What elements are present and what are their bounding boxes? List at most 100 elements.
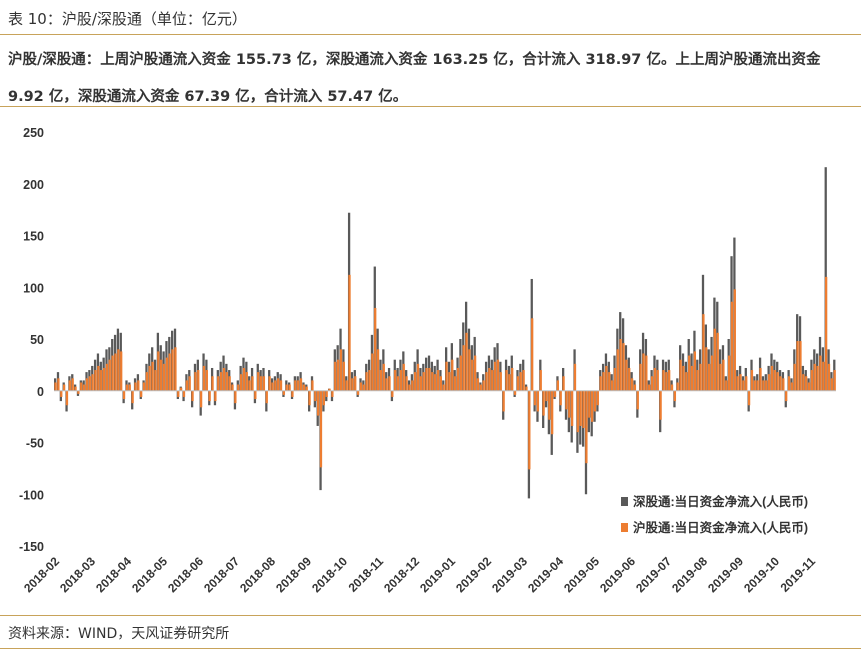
- bar: [639, 363, 642, 391]
- bar: [385, 378, 388, 391]
- bar: [585, 390, 588, 464]
- bar: [237, 384, 240, 391]
- bar: [117, 349, 120, 391]
- bar: [499, 372, 502, 391]
- bar: [756, 380, 759, 391]
- bar: [97, 365, 100, 391]
- bar: [656, 370, 659, 391]
- bar: [496, 359, 500, 391]
- bar: [462, 345, 465, 391]
- bar: [710, 355, 714, 391]
- bar: [85, 378, 89, 391]
- bar: [468, 349, 471, 391]
- bar: [68, 380, 71, 391]
- bar: [334, 361, 337, 391]
- bar: [402, 363, 405, 391]
- y-tick-label: 200: [23, 178, 44, 192]
- y-tick-label: 100: [23, 281, 44, 295]
- bar: [271, 382, 274, 391]
- bar: [425, 367, 428, 391]
- bar: [391, 390, 394, 397]
- x-tick-label: 2018-07: [201, 554, 242, 595]
- bar: [616, 349, 619, 391]
- bar: [747, 390, 751, 406]
- bar: [819, 355, 822, 391]
- bar: [422, 372, 425, 391]
- bar: [533, 390, 537, 406]
- bar: [408, 384, 411, 391]
- bar: [662, 370, 665, 391]
- bar: [827, 363, 831, 391]
- bar: [257, 372, 260, 391]
- bar: [345, 380, 348, 391]
- bar: [74, 386, 77, 391]
- legend: 深股通:当日资金净流入(人民币) 沪股通:当日资金净流入(人民币): [621, 494, 808, 535]
- bar: [759, 367, 762, 391]
- bar: [476, 378, 480, 391]
- bar: [157, 351, 160, 391]
- bar: [485, 372, 488, 391]
- bar: [610, 380, 614, 391]
- bar: [502, 390, 505, 412]
- bar: [265, 390, 268, 404]
- bar: [542, 390, 545, 416]
- bar: [365, 372, 368, 391]
- bar: [297, 380, 300, 391]
- bar: [699, 363, 702, 391]
- bar: [331, 390, 334, 397]
- bar: [419, 376, 423, 391]
- bar: [191, 390, 194, 402]
- series-sh-bars: [54, 274, 836, 470]
- bar: [314, 390, 317, 402]
- bar: [188, 376, 191, 391]
- bar: [685, 372, 688, 391]
- bar: [825, 276, 828, 391]
- bar: [285, 384, 288, 391]
- bar: [145, 372, 149, 391]
- bar: [336, 359, 340, 391]
- bar: [228, 376, 231, 391]
- bar: [556, 380, 560, 391]
- bar: [182, 390, 186, 397]
- bar: [180, 387, 183, 391]
- bar: [94, 370, 97, 391]
- bar: [482, 380, 485, 391]
- bar: [137, 380, 140, 391]
- bar: [214, 390, 217, 402]
- bar: [525, 386, 528, 391]
- bar: [362, 384, 365, 391]
- x-tick-label: 2019-11: [778, 554, 819, 595]
- bar: [342, 361, 345, 391]
- bar: [553, 390, 557, 397]
- y-tick-label: 0: [37, 385, 44, 399]
- footer-rule-bottom: [0, 648, 861, 649]
- y-tick-label: -50: [26, 437, 44, 451]
- bar: [770, 365, 774, 391]
- bar: [262, 376, 266, 391]
- bar: [459, 355, 462, 391]
- bar: [765, 380, 768, 391]
- x-tick-label: 2019-10: [741, 554, 782, 595]
- bar: [522, 370, 525, 391]
- bar: [202, 365, 206, 391]
- bar: [131, 390, 134, 404]
- bar: [325, 390, 328, 397]
- bar: [219, 372, 223, 391]
- bar: [750, 370, 754, 391]
- bar: [833, 370, 836, 391]
- bar: [682, 365, 685, 391]
- x-tick-label: 2018-04: [93, 554, 134, 595]
- bar: [348, 274, 351, 391]
- x-tick-label: 2019-01: [417, 554, 458, 595]
- bar: [294, 380, 297, 391]
- bar: [602, 372, 605, 391]
- bar: [596, 390, 599, 406]
- bar: [80, 382, 83, 391]
- bar: [185, 380, 188, 391]
- bar: [516, 376, 520, 391]
- bar: [382, 363, 385, 391]
- bar: [299, 378, 303, 391]
- bar: [513, 390, 517, 395]
- bar: [679, 359, 682, 391]
- bar: [282, 390, 286, 395]
